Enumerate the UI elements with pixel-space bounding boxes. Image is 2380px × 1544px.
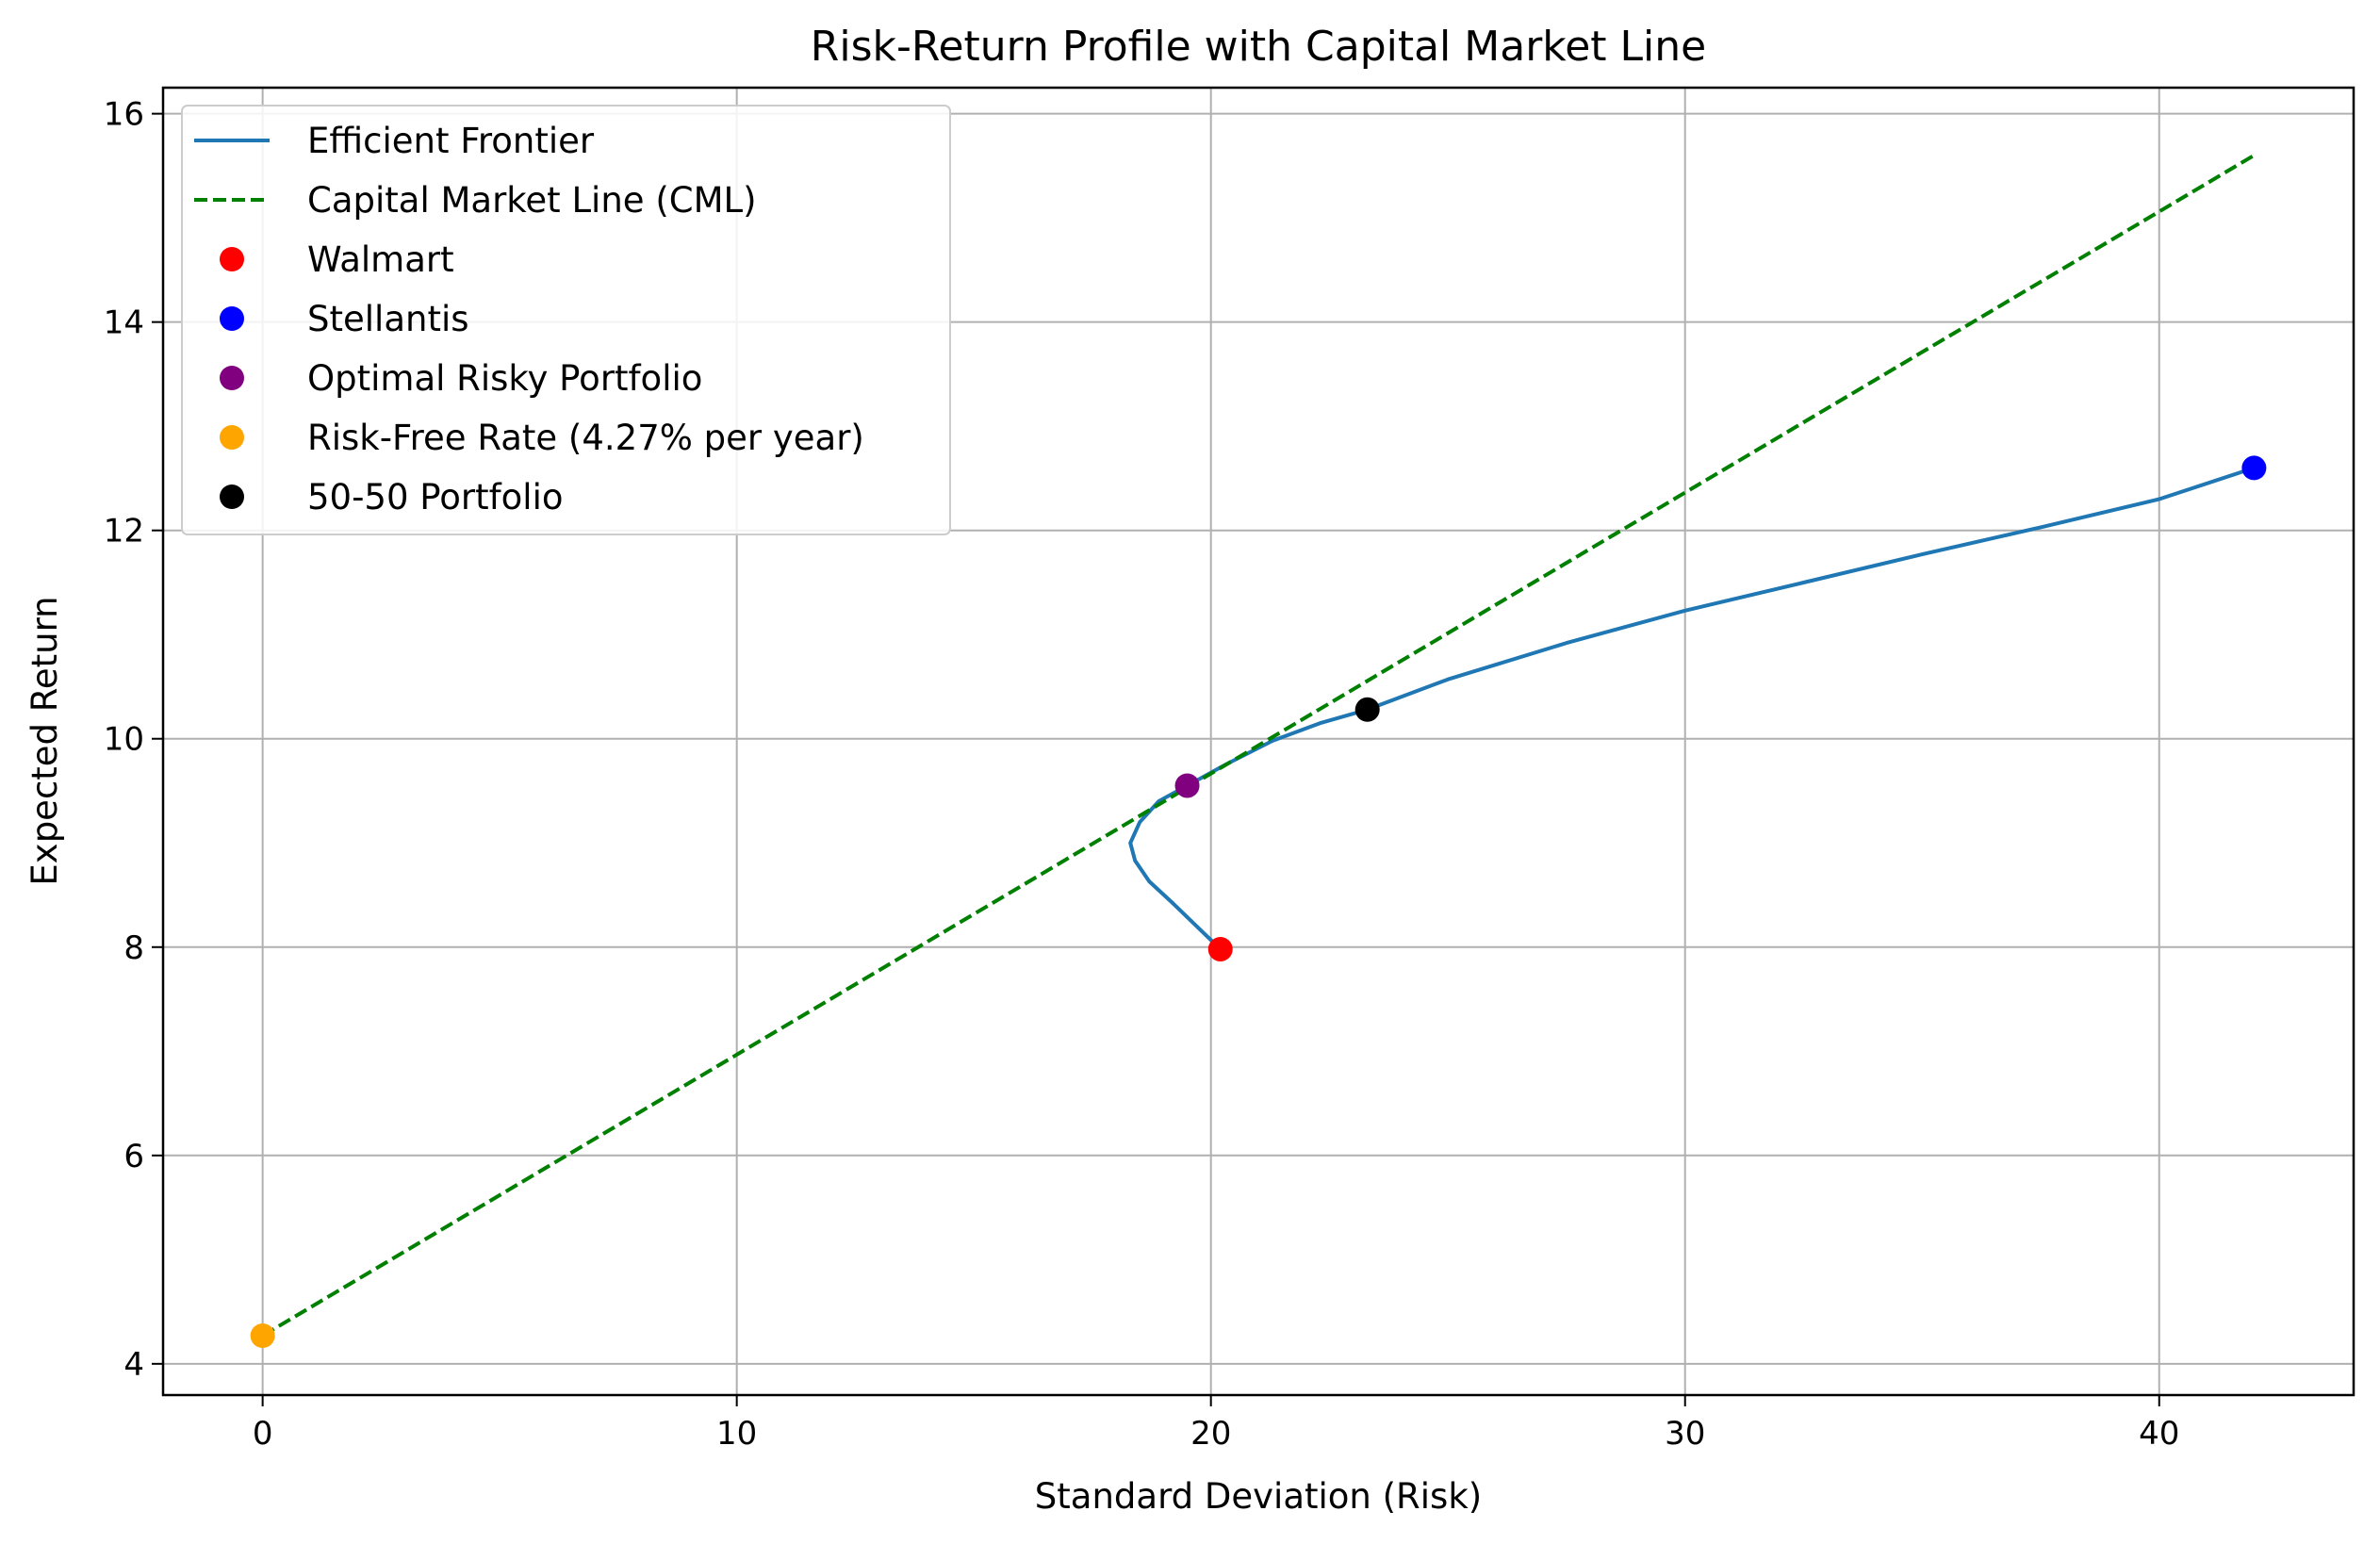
grid	[163, 88, 2354, 1395]
legend-marker-swatch	[220, 485, 244, 509]
y-tick-label: 12	[104, 513, 144, 550]
cml-line	[261, 154, 2256, 1338]
legend-marker-swatch	[220, 366, 244, 390]
x-tick-label: 10	[716, 1415, 757, 1453]
legend-box	[181, 105, 951, 535]
legend: Efficient Frontier Capital Market Line (C…	[181, 105, 951, 535]
legend-label: Risk-Free Rate (4.27% per year)	[307, 418, 864, 458]
y-tick-label: 8	[123, 929, 144, 967]
points-layer	[250, 455, 2267, 1349]
legend-label: Stellantis	[307, 299, 469, 339]
series-layer	[261, 154, 2257, 1338]
legend-label: Capital Market Line (CML)	[307, 180, 757, 221]
data-point-optimal-risky-portfolio	[1174, 773, 1200, 798]
legend-label: Optimal Risky Portfolio	[307, 358, 702, 399]
legend-marker-swatch	[220, 425, 244, 450]
y-tick-label: 14	[104, 304, 144, 342]
legend-marker-swatch	[220, 247, 244, 271]
legend-label: 50-50 Portfolio	[307, 477, 563, 517]
y-tick-label: 4	[123, 1346, 144, 1384]
data-point-50-50-portfolio	[1354, 697, 1380, 722]
data-point-risk-free-rate-4-27-per-year	[250, 1323, 275, 1349]
legend-label: Efficient Frontier	[307, 121, 595, 161]
y-tick-label: 16	[104, 96, 144, 134]
legend-label: Walmart	[307, 239, 454, 280]
chart-title: Risk-Return Profile with Capital Market …	[811, 23, 1706, 71]
axis-ticks: 0 10 20 30 40 4 6 8 10 12 14 16	[104, 96, 2180, 1453]
plot-frame	[161, 86, 2355, 1397]
x-tick-label: 30	[1665, 1415, 1705, 1453]
legend-marker-swatch	[220, 306, 244, 331]
y-tick-label: 6	[123, 1138, 144, 1175]
x-tick-label: 0	[253, 1415, 273, 1453]
data-point-walmart	[1207, 936, 1233, 961]
efficient-frontier-line	[1128, 466, 2257, 951]
y-tick-label: 10	[104, 721, 144, 759]
x-tick-label: 40	[2139, 1415, 2179, 1453]
x-tick-label: 20	[1190, 1415, 1231, 1453]
x-axis-label: Standard Deviation (Risk)	[1035, 1476, 1482, 1517]
y-axis-label: Expected Return	[25, 596, 65, 885]
data-point-stellantis	[2241, 455, 2267, 481]
